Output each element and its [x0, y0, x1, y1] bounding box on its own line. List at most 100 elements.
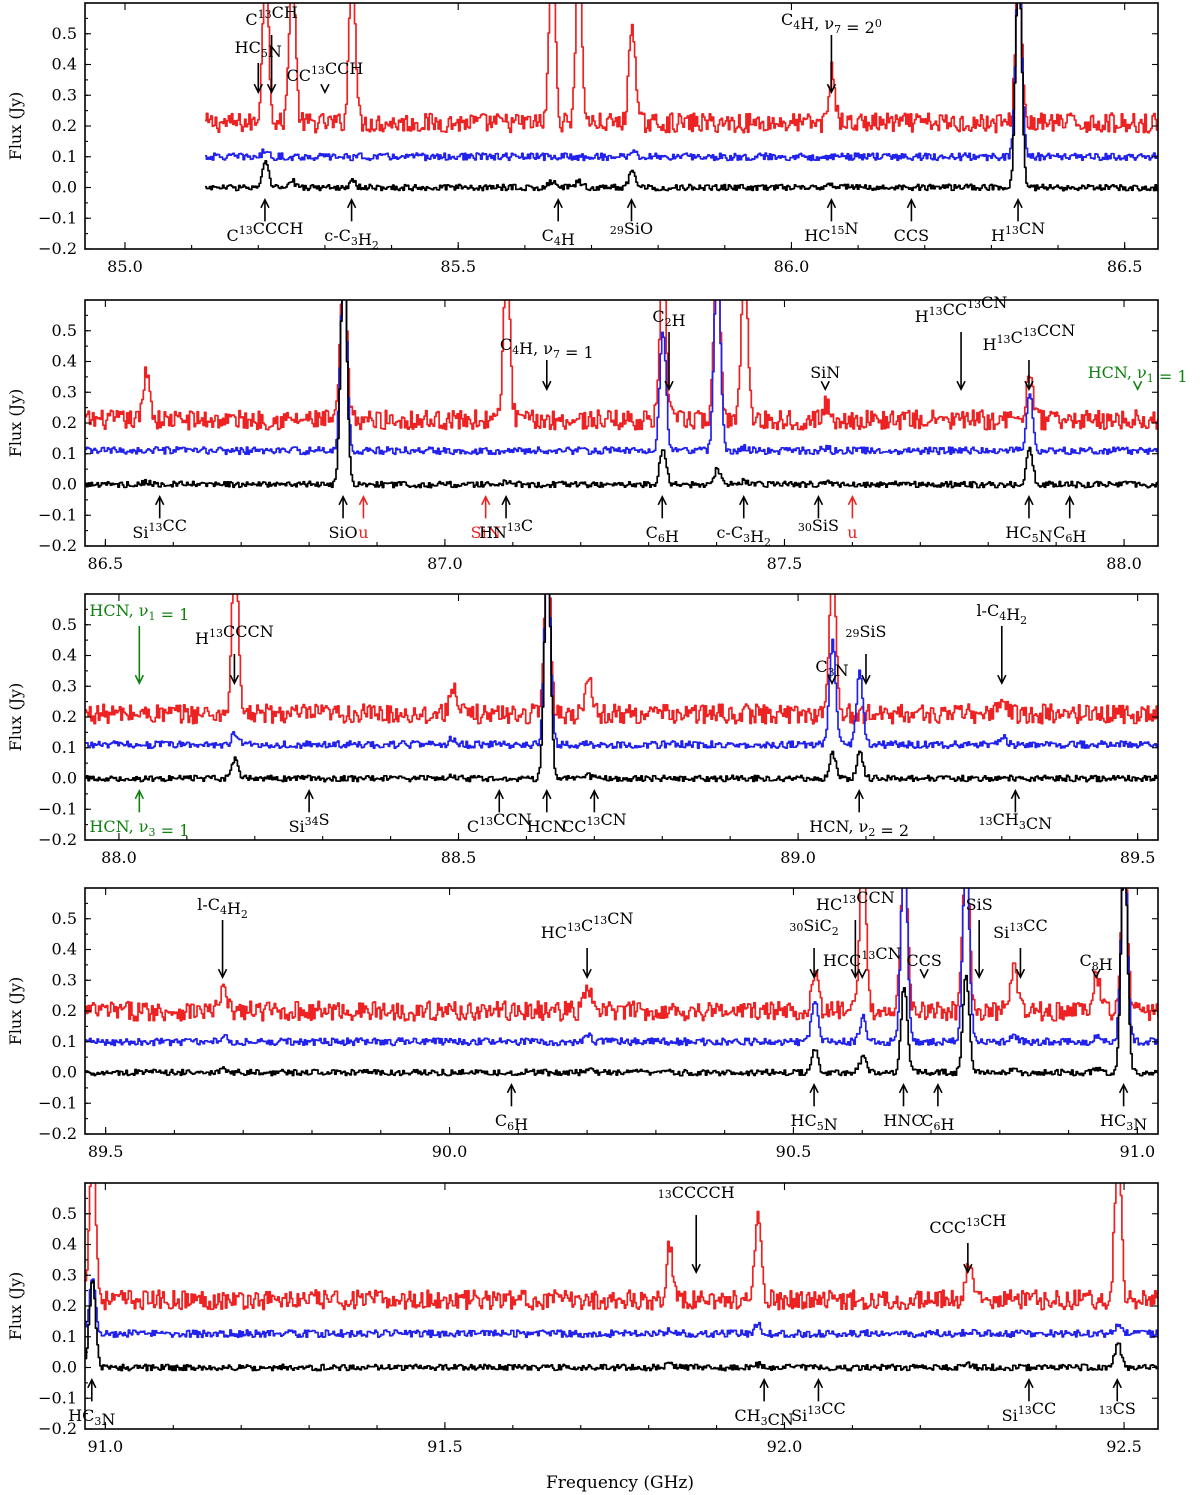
line-annotation: HC3N	[68, 1378, 115, 1429]
arrow-head	[501, 495, 511, 506]
molecule-label: l-C4H2	[976, 601, 1027, 627]
x-tick-label: 87.5	[767, 554, 803, 573]
molecule-label: 13CH3CN	[979, 810, 1052, 833]
arrow-head	[217, 968, 228, 979]
molecule-label: C6H	[495, 1111, 528, 1134]
line-annotation: CCS	[906, 951, 942, 979]
line-annotation: CH3CN	[734, 1378, 794, 1429]
molecule-label: HC3N	[68, 1406, 115, 1429]
molecule-label: 30SiC2	[789, 916, 838, 938]
line-annotation: H13CC13CN	[915, 293, 1007, 391]
series-blue	[85, 888, 1158, 1047]
line-annotation: HCC13CN	[823, 944, 902, 979]
series-red	[85, 888, 1158, 1022]
molecule-label: H13CN	[991, 219, 1045, 245]
arrow-head	[134, 789, 145, 800]
molecule-label: C13CCN	[467, 810, 532, 836]
molecule-label: HN13C	[479, 516, 533, 542]
molecule-label: c-C3H2	[324, 226, 379, 252]
molecule-label: CCS	[906, 951, 941, 970]
y-tick-label: 0.3	[52, 970, 77, 989]
y-tick-label: 0.0	[52, 178, 77, 197]
series-blue	[85, 300, 1158, 456]
x-tick-label: 86.0	[774, 257, 810, 276]
arrow-head	[1065, 495, 1075, 506]
molecule-label: C2H	[652, 307, 685, 330]
line-annotation: C3N	[815, 657, 849, 685]
x-tick-label: 89.5	[1120, 848, 1156, 867]
molecule-label: HCN, ν3 = 1	[89, 817, 189, 840]
molecule-label: SiS	[966, 895, 993, 914]
x-tick-label: 87.0	[427, 554, 463, 573]
x-tick-label: 85.5	[440, 257, 476, 276]
series-red	[85, 594, 1158, 725]
line-annotation: HNC	[883, 1083, 924, 1130]
x-tick-label: 89.5	[88, 1142, 124, 1161]
molecule-label: H13C13CCN	[983, 321, 1076, 354]
arrow-head	[506, 1083, 517, 1094]
line-annotation: HC13C13CN	[541, 909, 633, 979]
molecule-label: HCN, ν2 = 2	[809, 817, 909, 840]
y-tick-label: 0.2	[52, 707, 77, 726]
arrow-head	[338, 495, 348, 506]
molecule-label: Si34S	[289, 810, 330, 836]
series-blue	[85, 594, 1158, 750]
molecule-label: HC13CCN	[816, 888, 895, 914]
line-annotation: HCN	[527, 789, 567, 836]
line-annotation: SiN	[810, 363, 840, 391]
y-tick-label: −0.1	[38, 799, 77, 818]
arrow-head	[266, 83, 277, 94]
arrow-head	[850, 968, 861, 979]
line-annotation: u	[847, 495, 858, 542]
molecule-label: HC3N	[1100, 1111, 1147, 1134]
line-annotation: CC13CN	[562, 789, 627, 836]
line-annotation: l-C4H2	[976, 601, 1027, 685]
y-tick-label: 0.5	[52, 1204, 77, 1223]
panels: −0.2 −0.1 0.0 0.1 0.2 0.3 0.4 0.5 85.0 85.5 86.0 86…	[6, 2, 1188, 1456]
molecule-label: C8H	[1079, 951, 1112, 974]
y-tick-label: 0.4	[52, 940, 77, 959]
molecule-label: SiO	[328, 523, 357, 542]
molecule-label: HCN, ν1 = 1	[89, 601, 189, 624]
molecule-label: c-C3H2	[716, 523, 771, 549]
x-tick-label: 86.5	[1107, 257, 1143, 276]
line-annotation: C6H	[921, 1083, 955, 1134]
arrow-head	[854, 789, 864, 800]
y-tick-label: −0.2	[38, 830, 77, 849]
molecule-label: C13CH	[245, 3, 297, 29]
line-annotation: 29SiS	[845, 622, 887, 685]
molecule-label: l-C4H2	[197, 895, 248, 921]
line-annotation: l-C4H2	[197, 895, 248, 979]
line-annotation: Si13CC	[132, 495, 187, 542]
line-annotation: 13CS	[1099, 1378, 1136, 1418]
arrow-head	[657, 495, 667, 506]
y-tick-label: 0.5	[52, 321, 77, 340]
arrow-head	[542, 380, 552, 391]
y-tick-label: 0.0	[52, 1358, 77, 1377]
y-tick-label: 0.1	[52, 1032, 77, 1051]
y-tick-label: 0.5	[52, 909, 77, 928]
molecule-label: SiN	[471, 523, 501, 542]
y-tick-label: 0.5	[52, 615, 77, 634]
molecule-label: 29SiS	[845, 622, 886, 641]
molecule-label: H13CCCN	[195, 622, 274, 648]
line-annotation: C13CCCH	[226, 198, 303, 245]
arrow-head	[553, 198, 563, 209]
molecule-label: C6H	[646, 523, 679, 546]
x-tick-label: 85.0	[107, 257, 143, 276]
arrow-head	[1013, 198, 1023, 209]
arrow-head	[358, 495, 369, 506]
line-annotation: SiS	[966, 895, 993, 979]
y-tick-label: 0.4	[52, 1235, 77, 1254]
y-tick-label: 0.2	[52, 1296, 77, 1315]
arrow-head	[480, 495, 491, 506]
y-tick-label: 0.5	[52, 24, 77, 43]
line-annotation: H13CN	[991, 198, 1045, 245]
y-tick-label: 0.1	[52, 1327, 77, 1346]
arrow-head	[826, 83, 837, 94]
arrow-head	[494, 789, 504, 800]
line-annotation: HCN, ν3 = 1	[89, 789, 189, 840]
arrow-head	[1091, 968, 1101, 979]
line-annotation: HC5N	[1005, 495, 1053, 546]
